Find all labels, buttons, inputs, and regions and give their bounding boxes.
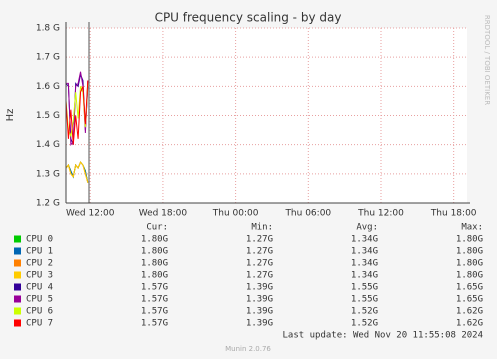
stats-value: 1.80G (141, 271, 168, 281)
stats-value: 1.80G (456, 235, 483, 245)
stats-header: Min: (251, 223, 273, 233)
stats-value: 1.34G (351, 271, 378, 281)
legend-swatch (14, 307, 21, 315)
stats-value: 1.27G (246, 247, 273, 257)
legend-swatch (14, 247, 21, 255)
stats-value: 1.80G (141, 235, 168, 245)
stats-value: 1.57G (141, 283, 168, 293)
x-tick-label: Wed 18:00 (139, 209, 188, 219)
legend-label: CPU 3 (26, 271, 53, 281)
chart-title: CPU frequency scaling - by day (155, 11, 342, 25)
y-tick-label: 1.5 G (36, 111, 60, 121)
x-tick-label: Wed 12:00 (66, 209, 115, 219)
stats-value: 1.39G (246, 319, 273, 329)
series-line (65, 80, 89, 145)
stats-value: 1.34G (351, 259, 378, 269)
legend-swatch (14, 271, 21, 279)
x-tick-label: Thu 18:00 (430, 209, 477, 219)
stats-value: 1.62G (456, 307, 483, 317)
y-axis-label: Hz (5, 109, 16, 122)
stats-value: 1.80G (141, 247, 168, 257)
stats-header: Cur: (146, 223, 168, 233)
legend-swatch (14, 259, 21, 267)
stats-header: Max: (461, 223, 483, 233)
x-tick-label: Thu 12:00 (357, 209, 404, 219)
legend-swatch (14, 319, 21, 327)
stats-value: 1.27G (246, 235, 273, 245)
y-tick-label: 1.6 G (36, 82, 60, 92)
stats-value: 1.39G (246, 283, 273, 293)
legend-label: CPU 2 (26, 259, 53, 269)
stats-header: Avg: (356, 223, 378, 233)
legend-swatch (14, 295, 21, 303)
legend-label: CPU 6 (26, 307, 53, 317)
legend-swatch (14, 235, 21, 243)
series-line (65, 161, 89, 183)
stats-value: 1.52G (351, 319, 378, 329)
stats-value: 1.52G (351, 307, 378, 317)
legend-label: CPU 1 (26, 247, 53, 257)
legend-label: CPU 7 (26, 319, 53, 329)
legend-swatch (14, 283, 21, 291)
last-update: Last update: Wed Nov 20 11:55:08 2024 (283, 331, 483, 341)
stats-value: 1.27G (246, 271, 273, 281)
legend-label: CPU 0 (26, 235, 53, 245)
legend-label: CPU 5 (26, 295, 53, 305)
legend-label: CPU 4 (26, 283, 53, 293)
y-tick-label: 1.4 G (36, 140, 60, 150)
y-tick-label: 1.8 G (36, 24, 60, 34)
stats-value: 1.57G (141, 295, 168, 305)
stats-value: 1.34G (351, 247, 378, 257)
side-text: RRDTOOL / TOBI OETIKER (483, 15, 491, 105)
stats-value: 1.65G (456, 283, 483, 293)
footer: Munin 2.0.76 (225, 345, 271, 353)
stats-value: 1.80G (141, 259, 168, 269)
stats-value: 1.55G (351, 295, 378, 305)
stats-value: 1.39G (246, 307, 273, 317)
stats-value: 1.34G (351, 235, 378, 245)
stats-value: 1.80G (456, 271, 483, 281)
y-tick-label: 1.2 G (36, 199, 60, 209)
stats-value: 1.57G (141, 319, 168, 329)
y-tick-label: 1.3 G (36, 169, 60, 179)
stats-value: 1.62G (456, 319, 483, 329)
stats-value: 1.65G (456, 295, 483, 305)
stats-value: 1.80G (456, 247, 483, 257)
stats-value: 1.27G (246, 259, 273, 269)
stats-value: 1.39G (246, 295, 273, 305)
stats-value: 1.80G (456, 259, 483, 269)
x-tick-label: Thu 00:00 (212, 209, 259, 219)
stats-value: 1.55G (351, 283, 378, 293)
y-tick-label: 1.7 G (36, 53, 60, 63)
stats-value: 1.57G (141, 307, 168, 317)
x-tick-label: Thu 06:00 (284, 209, 331, 219)
